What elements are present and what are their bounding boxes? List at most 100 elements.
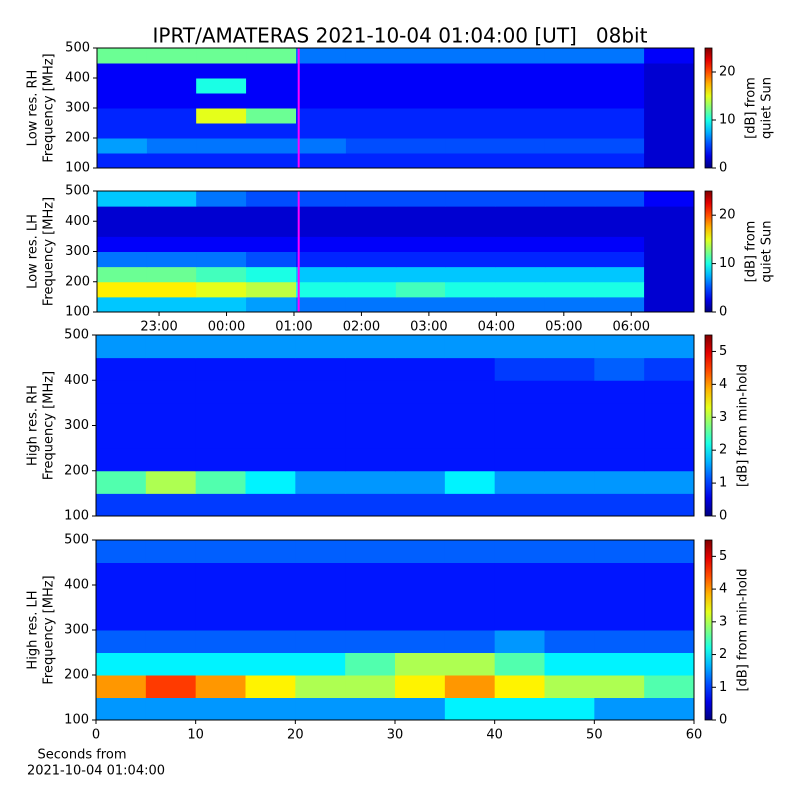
heatmap-cell [444,585,496,608]
heatmap-cell [246,153,297,169]
y-tick-label: 200 [64,463,89,478]
heatmap-cell [97,296,148,313]
heatmap-cell [245,470,296,494]
heatmap-cell [97,191,148,207]
heatmap-cell [245,335,296,359]
heatmap-cell [345,585,396,608]
heatmap-cell [296,108,347,124]
heatmap-cell [544,63,596,79]
x-tick-label: 01:00 [275,320,312,335]
heatmap-cell [96,402,147,426]
heatmap-cell [196,221,247,237]
heatmap-cell [644,540,695,563]
y-tick-label: 400 [64,578,89,593]
heatmap-cell [544,123,596,139]
heatmap-cell [345,236,397,252]
heatmap-cell [345,108,397,124]
colorbar-tick-label: 5 [719,549,727,564]
heatmap-cell [245,562,296,586]
heatmap-cell [246,138,297,154]
heatmap-cell [544,281,596,298]
heatmap-cell [295,357,346,381]
heatmap-cell [195,448,246,472]
heatmap-cell [245,448,296,472]
figure-title: IPRT/AMATERAS 2021-10-04 01:04:00 [UT] 0… [153,24,648,48]
heatmap-cell [544,296,596,313]
heatmap-cell [195,380,246,404]
heatmap-cell [295,585,346,608]
heatmap-cell [97,108,148,124]
x-tick-label: 23:00 [140,320,177,335]
heatmap-cell [494,540,545,563]
heatmap-cell [644,402,695,426]
heatmap-cell [245,425,296,449]
heatmap-cell [145,380,197,404]
heatmap-cell [494,630,545,653]
heatmap-cell [345,153,397,169]
heatmap-cell [345,221,397,237]
heatmap-cell [146,63,197,79]
colorbar-tick-label: 10 [719,256,736,271]
y-axis-label: Low res. LH [26,214,41,289]
heatmap-cell [395,697,446,721]
heatmap-cell [345,697,396,721]
heatmap-cell [594,585,645,608]
colorbar-label: quiet Sun [760,77,775,139]
heatmap-cell [145,448,197,472]
heatmap-cell [395,93,446,109]
heatmap-cell [195,630,246,653]
heatmap-cell [395,153,446,169]
heatmap-cell [444,697,496,721]
heatmap-cell [146,108,197,124]
heatmap-cell [295,540,346,563]
heatmap-cell [345,206,397,222]
heatmap-cell [395,123,446,139]
heatmap-cell [295,675,346,698]
heatmap-cell [594,281,645,298]
heatmap-cell [97,138,148,154]
heatmap-cell [196,206,247,222]
y-tick-label: 300 [64,623,89,638]
heatmap-cell [146,296,197,313]
colorbar-label: quiet Sun [760,220,775,282]
y-tick-label: 200 [65,274,90,289]
heatmap-cell [96,335,147,359]
colorbar-tick-label: 0 [719,713,727,728]
heatmap-cell [196,138,247,154]
heatmap-cell [544,630,595,653]
y-tick-label: 200 [64,668,89,683]
heatmap-cell [495,63,546,79]
heatmap-cell [594,335,645,359]
heatmap-cell [345,138,397,154]
heatmap-cell [594,191,645,207]
heatmap-cell [495,123,546,139]
heatmap-cell [395,585,446,608]
heatmap-cell [644,191,695,207]
heatmap-cell [544,221,596,237]
heatmap-cell [196,236,247,252]
heatmap-cell [345,380,396,404]
heatmap-cell [195,562,246,586]
heatmap-cell [644,585,695,608]
heatmap-cell [544,675,595,698]
heatmap-cell [644,652,695,676]
heatmap-cell [544,236,596,252]
heatmap-cell [295,380,346,404]
heatmap-cell [544,585,595,608]
y-tick-label: 500 [64,328,89,343]
x-tick-label: 30 [387,728,404,743]
heatmap-cell [445,251,496,268]
heatmap-cell [395,380,446,404]
heatmap-cell [644,221,695,237]
heatmap-cell [494,470,545,494]
heatmap-cell [96,697,147,721]
heatmap-cell [345,402,396,426]
colorbar-tick-label: 5 [719,344,727,359]
heatmap-cell [195,493,246,517]
heatmap-cell [145,493,197,517]
heatmap-cell [444,448,496,472]
y-axis-label: Low res. RH [26,70,41,147]
y-tick-label: 100 [64,509,89,524]
heatmap-cell [594,357,645,381]
heatmap-cell [445,236,496,252]
